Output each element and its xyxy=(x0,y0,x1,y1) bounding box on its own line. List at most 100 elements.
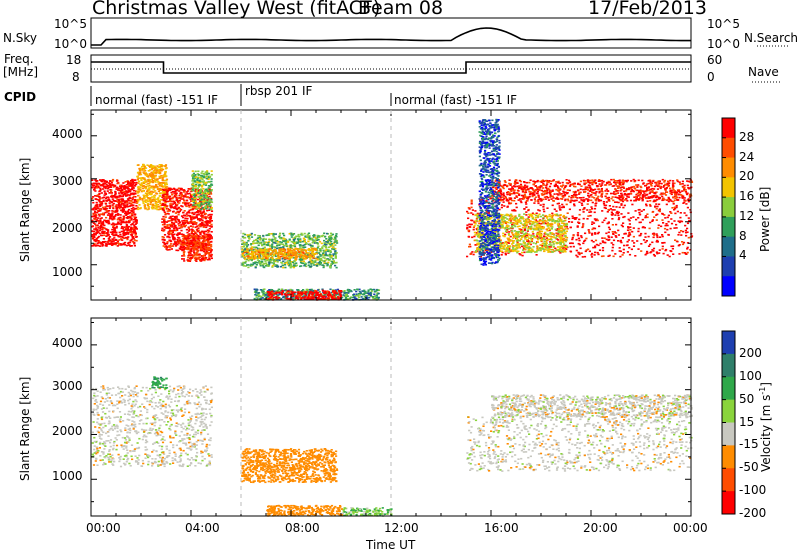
scatter-cell xyxy=(288,239,291,241)
scatter-cell xyxy=(98,190,101,193)
scatter-cell xyxy=(128,217,132,219)
scatter-cell xyxy=(172,196,175,199)
scatter-cell xyxy=(670,222,674,225)
scatter-cell xyxy=(191,200,194,202)
scatter-cell xyxy=(182,243,185,246)
scatter-cell xyxy=(618,206,621,209)
scatter-cell xyxy=(138,198,142,201)
scatter-cell xyxy=(147,187,150,189)
scatter-cell xyxy=(195,187,198,190)
scatter-cell xyxy=(159,205,162,207)
scatter-cell xyxy=(167,200,170,203)
scatter-cell xyxy=(193,233,196,236)
scatter-cell xyxy=(160,167,163,170)
scatter-cell xyxy=(203,254,206,257)
scatter-cell xyxy=(592,241,595,243)
scatter-cell xyxy=(174,245,178,247)
scatter-cell xyxy=(293,238,297,240)
scatter-cell xyxy=(175,204,178,207)
scatter-cell xyxy=(167,235,170,238)
scatter-cell xyxy=(647,235,650,238)
scatter-cell xyxy=(290,240,293,243)
scatter-cell xyxy=(131,179,134,181)
scatter-cell xyxy=(297,249,300,252)
scatter-cell xyxy=(190,220,193,223)
scatter-cell xyxy=(185,239,188,241)
scatter-cell xyxy=(106,214,110,216)
scatter-cell xyxy=(265,296,268,299)
scatter-cell xyxy=(321,295,324,298)
scatter-cell xyxy=(637,248,640,250)
scatter-cell xyxy=(130,231,133,234)
scatter-cell xyxy=(161,229,164,232)
scatter-cell xyxy=(283,238,286,241)
scatter-cell xyxy=(626,251,629,253)
scatter-cell xyxy=(327,246,330,249)
scatter-cell xyxy=(177,220,181,222)
scatter-cell xyxy=(325,243,328,246)
scatter-cell xyxy=(174,243,177,245)
scatter-cell xyxy=(162,230,165,232)
scatter-cell xyxy=(259,264,262,267)
scatter-cell xyxy=(284,241,287,244)
scatter-cell xyxy=(309,258,312,260)
scatter-cell xyxy=(305,252,308,254)
scatter-cell xyxy=(181,220,184,222)
scatter-cell xyxy=(196,254,199,256)
scatter-cell xyxy=(158,168,161,171)
scatter-cell xyxy=(169,223,172,226)
scatter-cell xyxy=(173,195,176,198)
scatter-cell xyxy=(190,231,193,234)
scatter-cell xyxy=(180,224,183,226)
scatter-cell xyxy=(108,180,112,182)
scatter-cell xyxy=(314,252,318,255)
scatter-cell xyxy=(303,243,306,246)
scatter-cell xyxy=(103,230,106,233)
scatter-cell xyxy=(194,237,198,240)
scatter-cell xyxy=(193,257,196,260)
scatter-cell xyxy=(207,178,210,180)
scatter-cell xyxy=(189,198,192,201)
scatter-cell xyxy=(188,206,191,208)
scatter-cell xyxy=(334,257,337,259)
scatter-cell xyxy=(297,289,300,291)
scatter-cell xyxy=(101,230,104,233)
scatter-cell xyxy=(184,222,187,224)
scatter-cell xyxy=(116,234,120,237)
scatter-cell xyxy=(330,237,333,239)
scatter-cell xyxy=(323,243,326,245)
scatter-cell xyxy=(121,189,124,192)
scatter-cell xyxy=(194,205,197,207)
scatter-cell xyxy=(273,260,276,263)
scatter-cell xyxy=(210,255,213,258)
scatter-cell xyxy=(333,293,336,295)
scatter-cell xyxy=(191,186,194,189)
scatter-cell xyxy=(162,215,165,218)
scatter-cell xyxy=(241,248,244,250)
scatter-cell xyxy=(347,298,350,300)
scatter-cell xyxy=(119,201,122,204)
scatter-cell xyxy=(169,225,172,227)
scatter-cell xyxy=(105,186,109,188)
scatter-cell xyxy=(101,228,104,231)
scatter-cell xyxy=(629,226,632,228)
scatter-cell xyxy=(298,292,302,295)
scatter-cell xyxy=(109,189,112,191)
scatter-cell xyxy=(172,229,175,232)
scatter-cell xyxy=(121,211,124,213)
scatter-cell xyxy=(288,258,291,260)
scatter-cell xyxy=(324,235,327,238)
scatter-cell xyxy=(657,196,660,199)
scatter-cell xyxy=(323,239,326,242)
scatter-cell xyxy=(554,247,557,250)
scatter-cell xyxy=(93,186,97,189)
scatter-cell xyxy=(176,203,179,206)
scatter-cell xyxy=(182,251,185,254)
scatter-cell xyxy=(283,244,286,247)
scatter-cell xyxy=(205,177,208,180)
scatter-cell xyxy=(171,215,174,218)
scatter-cell xyxy=(270,297,273,300)
scatter-cell xyxy=(585,249,588,251)
scatter-cell xyxy=(103,234,106,236)
scatter-cell xyxy=(208,258,211,261)
